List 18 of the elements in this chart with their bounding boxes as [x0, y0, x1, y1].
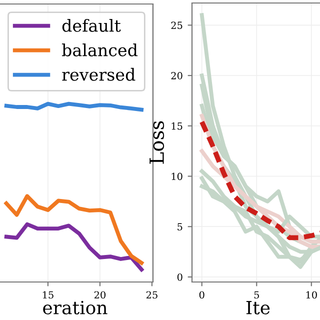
x-tick-label: 25: [146, 291, 158, 299]
y-axis-title: Loss: [150, 121, 164, 164]
y-tick-label: 0: [177, 273, 182, 281]
y-tick-label: 5: [178, 223, 182, 230]
x-tick-label: 5: [254, 291, 259, 299]
y-tick-label: 15: [172, 122, 182, 130]
x-tick-label: 10: [306, 291, 317, 299]
legend-label: reversed: [62, 68, 136, 81]
y-tick-label: 10: [172, 172, 182, 180]
y-tick-label: 25: [171, 22, 182, 29]
x-tick-label: 15: [42, 291, 54, 299]
x-tick-label: 20: [94, 291, 106, 299]
legend-label: default: [62, 19, 121, 32]
x-axis-title: eration: [43, 300, 108, 314]
x-tick-label: 0: [199, 291, 204, 299]
x-axis-title: Ite: [246, 300, 270, 314]
y-tick-label: 20: [171, 72, 182, 80]
legend-label: balanced: [62, 43, 138, 56]
